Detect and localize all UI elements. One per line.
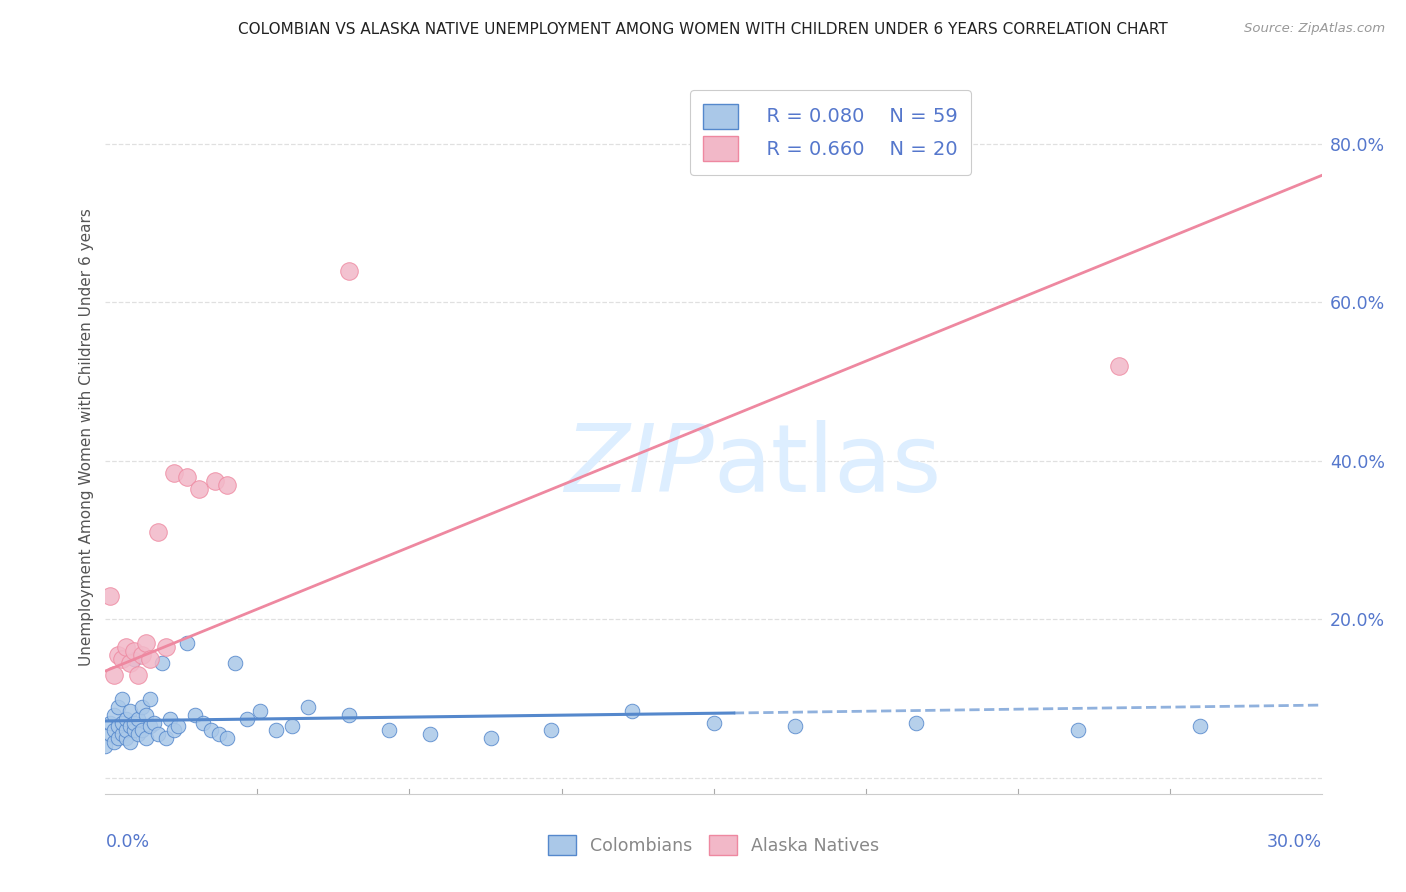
Point [905, 715, 928, 730]
Point [107, 719, 129, 733]
Point [1067, 723, 1090, 738]
Point [131, 648, 153, 662]
Point [135, 731, 157, 746]
Point [702, 715, 725, 730]
Point [621, 704, 644, 718]
Point [204, 474, 226, 488]
Point [111, 727, 134, 741]
Point [122, 652, 145, 666]
Point [1189, 719, 1212, 733]
Point [159, 712, 181, 726]
Point [479, 731, 502, 746]
Point [183, 707, 205, 722]
Point [224, 656, 246, 670]
Point [264, 723, 287, 738]
Point [249, 704, 271, 718]
Point [122, 723, 145, 738]
Point [111, 715, 134, 730]
Text: 0.0%: 0.0% [105, 833, 149, 851]
Point [131, 699, 153, 714]
Point [103, 723, 125, 738]
Point [191, 715, 214, 730]
Point [98, 589, 121, 603]
Point [107, 699, 129, 714]
Point [540, 723, 562, 738]
Point [139, 691, 162, 706]
Point [114, 723, 136, 738]
Point [118, 719, 141, 733]
Point [163, 723, 186, 738]
Point [114, 731, 136, 746]
Point [146, 727, 169, 741]
Point [103, 707, 125, 722]
Point [122, 644, 145, 658]
Point [98, 727, 121, 741]
Point [163, 466, 186, 480]
Point [135, 636, 157, 650]
Point [114, 712, 136, 726]
Point [107, 731, 129, 746]
Point [217, 731, 239, 746]
Point [118, 704, 141, 718]
Text: COLOMBIAN VS ALASKA NATIVE UNEMPLOYMENT AMONG WOMEN WITH CHILDREN UNDER 6 YEARS : COLOMBIAN VS ALASKA NATIVE UNEMPLOYMENT … [238, 22, 1168, 37]
Point [107, 648, 129, 662]
Point [111, 691, 134, 706]
Point [337, 707, 360, 722]
Point [127, 727, 149, 741]
Point [236, 712, 259, 726]
Text: Source: ZipAtlas.com: Source: ZipAtlas.com [1244, 22, 1385, 36]
Point [176, 636, 198, 650]
Point [103, 735, 125, 749]
Point [176, 469, 198, 483]
Point [419, 727, 441, 741]
Legend: Colombians, Alaska Natives: Colombians, Alaska Natives [540, 826, 887, 863]
Point [217, 477, 239, 491]
Point [155, 731, 177, 746]
Point [281, 719, 304, 733]
Point [139, 719, 162, 733]
Point [187, 482, 209, 496]
Point [135, 707, 157, 722]
Point [150, 656, 173, 670]
Point [1108, 359, 1130, 373]
Point [200, 723, 222, 738]
Point [208, 727, 231, 741]
Point [114, 640, 136, 655]
Text: atlas: atlas [713, 419, 942, 512]
Point [131, 723, 153, 738]
Point [118, 656, 141, 670]
Point [143, 715, 166, 730]
Text: 30.0%: 30.0% [1267, 833, 1322, 851]
Point [155, 640, 177, 655]
Point [94, 739, 117, 754]
Y-axis label: Unemployment Among Women with Children Under 6 years: Unemployment Among Women with Children U… [79, 208, 94, 666]
Point [118, 735, 141, 749]
Point [127, 712, 149, 726]
Point [297, 699, 319, 714]
Point [139, 652, 162, 666]
Point [146, 525, 169, 540]
Point [103, 668, 125, 682]
Text: ZIP: ZIP [564, 420, 713, 511]
Point [127, 668, 149, 682]
Point [111, 652, 134, 666]
Point [337, 263, 360, 277]
Point [167, 719, 190, 733]
Point [378, 723, 401, 738]
Point [783, 719, 806, 733]
Point [98, 715, 121, 730]
Point [122, 715, 145, 730]
